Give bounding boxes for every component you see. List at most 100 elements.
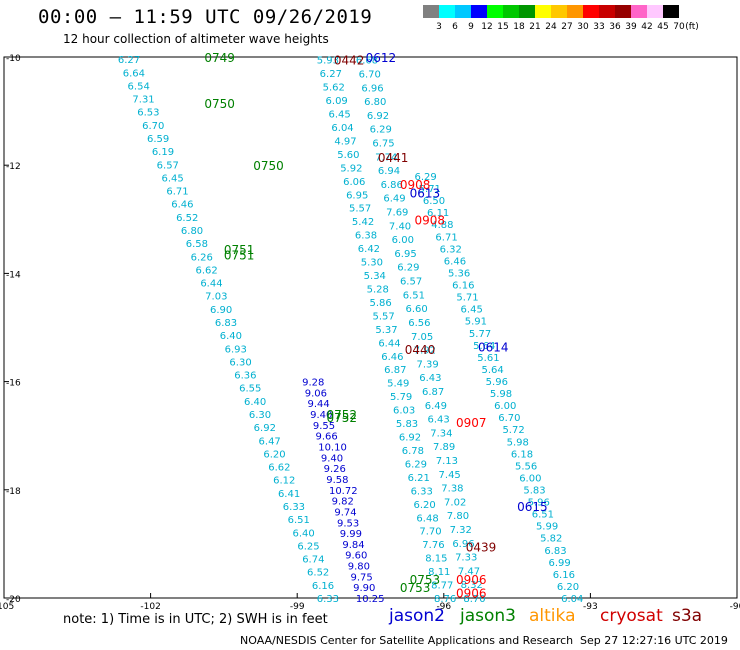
swh-value: 6.21 [408, 473, 430, 484]
swh-value: 6.29 [397, 263, 419, 274]
swh-value: 6.87 [422, 387, 444, 398]
swh-value: 6.68 [356, 56, 378, 67]
swh-value: 6.59 [147, 134, 169, 145]
lat-tick-label: -12 [6, 162, 21, 172]
swh-value: 9.40 [310, 410, 332, 421]
swh-value: 5.98 [490, 389, 512, 400]
color-scale-label: 21 [529, 22, 541, 32]
color-swatch [583, 5, 599, 18]
swh-value: 7.32 [450, 525, 472, 536]
cyan-track-a: 5.93 6.27 5.62 6.09 6.45 6.04 4.97 5.60 5.92 6.06… [317, 56, 457, 605]
swh-value: 7.05 [411, 332, 433, 343]
color-scale-label: 24 [545, 22, 557, 32]
pass-label: 0753 [410, 573, 441, 587]
color-swatch [647, 5, 663, 18]
swh-value: 6.71 [166, 187, 188, 198]
swh-value: 6.83 [544, 546, 566, 557]
swh-value: 6.92 [367, 111, 389, 122]
color-scale-label: 18 [513, 22, 525, 32]
legend-cryosat: cryosat [600, 606, 663, 626]
swh-value: 7.76 [422, 540, 444, 551]
swh-value: 6.26 [191, 252, 213, 263]
pass-label: 0750 [204, 97, 235, 111]
swh-value: 5.37 [375, 325, 397, 336]
pass-label: 0908 [400, 178, 431, 192]
swh-value: 6.70 [142, 121, 164, 132]
swh-value: 9.99 [340, 529, 362, 540]
swh-value: 10.72 [329, 486, 358, 497]
swh-value: 9.28 [302, 378, 324, 389]
swh-value: 9.53 [337, 518, 359, 529]
swh-value: 7.80 [447, 511, 469, 522]
swh-value: 7.92 [414, 346, 436, 357]
swh-value: 6.94 [378, 166, 400, 177]
lat-tick-label: -10 [6, 54, 21, 64]
swh-value: 9.06 [305, 388, 327, 399]
swh-value: 6.40 [244, 397, 266, 408]
pass-label: 0906 [456, 587, 487, 601]
swh-value: 6.80 [181, 226, 203, 237]
swh-value: 8.32 [461, 580, 483, 591]
swh-value: 6.49 [425, 401, 447, 412]
swh-value: 6.04 [561, 594, 583, 605]
swh-value: 6.90 [210, 305, 232, 316]
swh-value: 6.93 [225, 344, 247, 355]
page-title: 00:00 – 11:59 UTC 09/26/2019 [38, 6, 373, 28]
lon-tick-label: -102 [140, 602, 160, 612]
swh-value: 6.95 [346, 190, 368, 201]
color-swatch [567, 5, 583, 18]
swh-value: 9.66 [316, 432, 338, 443]
swh-value: 5.91 [465, 317, 487, 328]
swh-value: 7.38 [441, 484, 463, 495]
swh-value: 5.60 [337, 150, 359, 161]
swh-value: 6.55 [239, 384, 261, 395]
swh-value: 7.70 [419, 527, 441, 538]
lon-tick-label: -99 [290, 602, 305, 612]
swh-value: 5.57 [349, 204, 371, 215]
swh-value: 5.42 [352, 217, 374, 228]
swh-value: 6.46 [381, 352, 403, 363]
color-scale-label: 33 [593, 22, 605, 32]
color-swatch [471, 5, 487, 18]
swh-value: 6.99 [549, 558, 571, 569]
axis-ticks: -105 -102 -99 -96 -93 -90 -10 -12 -14 -16 -18 -20 [0, 54, 740, 612]
swh-value: 6.04 [331, 123, 353, 134]
generated-timestamp: Sep 27 12:27:16 UTC 2019 [580, 634, 728, 647]
swh-value: 6.57 [400, 277, 422, 288]
color-scale-label: 27 [561, 22, 573, 32]
swh-value: 6.16 [553, 570, 575, 581]
swh-value: 5.77 [469, 329, 491, 340]
swh-value: 5.99 [536, 522, 558, 533]
swh-value: 6.33 [411, 486, 433, 497]
lat-tick-label: -14 [6, 270, 21, 280]
swh-value: 6.43 [419, 373, 441, 384]
swh-value: 6.45 [461, 305, 483, 316]
swh-value: 6.20 [263, 449, 285, 460]
swh-value: 6.54 [128, 81, 150, 92]
color-swatch [455, 5, 471, 18]
swh-value: 5.56 [515, 461, 537, 472]
color-scale-label: 36 [609, 22, 621, 32]
swh-value: 5.79 [390, 392, 412, 403]
color-scale-label: 9 [468, 22, 474, 32]
pass-label: 0612 [366, 51, 397, 65]
color-scale-label: 12 [481, 22, 493, 32]
swh-value: 5.64 [481, 365, 503, 376]
swh-value: 6.45 [162, 173, 184, 184]
swh-value: 6.87 [384, 365, 406, 376]
swh-value: 9.84 [342, 540, 364, 551]
swh-value: 6.70 [359, 70, 381, 81]
color-swatch [487, 5, 503, 18]
lon-tick-label: -90 [730, 602, 740, 612]
lat-tick-label: -20 [6, 595, 21, 605]
pass-label: 0752 [327, 408, 358, 422]
legend-s3a: s3a [672, 606, 703, 626]
swh-value: 9.40 [321, 453, 343, 464]
color-swatch [663, 5, 679, 18]
color-swatch [423, 5, 439, 18]
pass-label: 0751 [224, 243, 255, 257]
swh-value: 7.34 [430, 428, 452, 439]
swh-value: 5.57 [372, 311, 394, 322]
swh-value: 6.56 [408, 318, 430, 329]
